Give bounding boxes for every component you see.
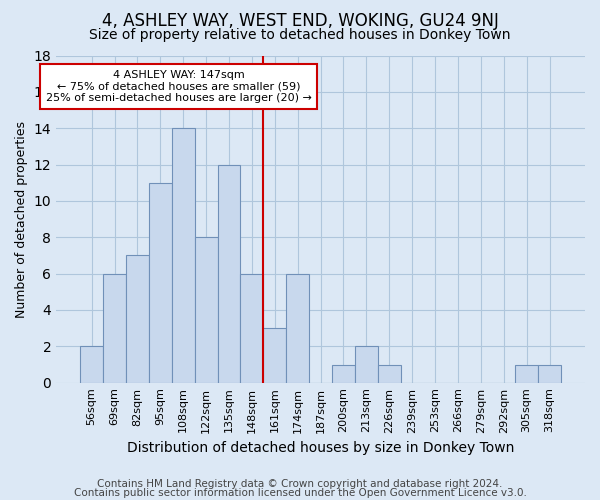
Bar bbox=[378, 364, 401, 382]
Bar bbox=[515, 364, 538, 382]
Bar bbox=[149, 182, 172, 382]
Text: Contains HM Land Registry data © Crown copyright and database right 2024.: Contains HM Land Registry data © Crown c… bbox=[97, 479, 503, 489]
Bar bbox=[103, 274, 126, 382]
Bar bbox=[241, 274, 263, 382]
Bar bbox=[218, 164, 241, 382]
Bar bbox=[80, 346, 103, 382]
Bar bbox=[194, 238, 218, 382]
X-axis label: Distribution of detached houses by size in Donkey Town: Distribution of detached houses by size … bbox=[127, 441, 514, 455]
Text: Contains public sector information licensed under the Open Government Licence v3: Contains public sector information licen… bbox=[74, 488, 526, 498]
Bar bbox=[332, 364, 355, 382]
Bar bbox=[286, 274, 309, 382]
Bar bbox=[172, 128, 194, 382]
Bar bbox=[538, 364, 561, 382]
Text: 4 ASHLEY WAY: 147sqm
← 75% of detached houses are smaller (59)
25% of semi-detac: 4 ASHLEY WAY: 147sqm ← 75% of detached h… bbox=[46, 70, 311, 103]
Y-axis label: Number of detached properties: Number of detached properties bbox=[15, 120, 28, 318]
Bar bbox=[355, 346, 378, 382]
Bar bbox=[263, 328, 286, 382]
Text: 4, ASHLEY WAY, WEST END, WOKING, GU24 9NJ: 4, ASHLEY WAY, WEST END, WOKING, GU24 9N… bbox=[101, 12, 499, 30]
Text: Size of property relative to detached houses in Donkey Town: Size of property relative to detached ho… bbox=[89, 28, 511, 42]
Bar bbox=[126, 256, 149, 382]
